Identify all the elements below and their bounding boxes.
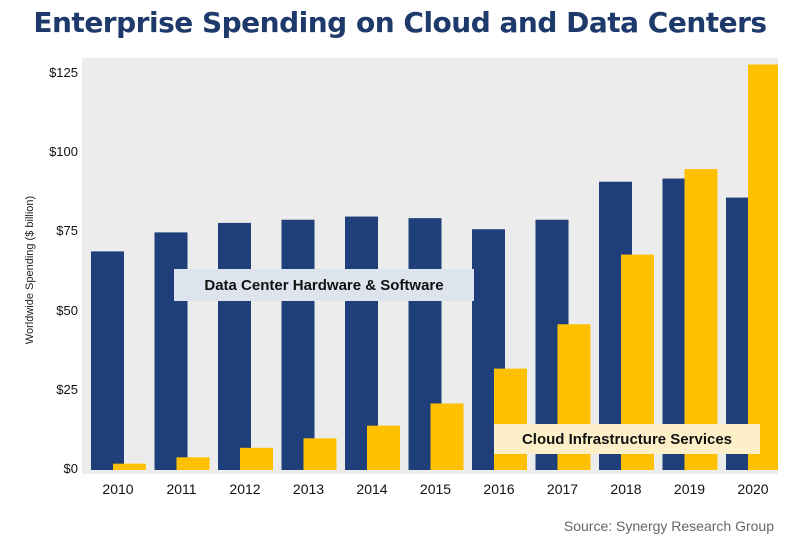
source-note: Source: Synergy Research Group xyxy=(563,518,774,534)
bar-datacenter-2010 xyxy=(91,251,124,470)
bar-cloud-2016 xyxy=(494,368,527,470)
bar-cloud-2019 xyxy=(684,169,718,470)
series-label-data-center: Data Center Hardware & Software xyxy=(174,269,474,301)
x-tick-label: 2018 xyxy=(610,481,642,497)
y-tick-label: $50 xyxy=(56,302,78,318)
bar-datacenter-2013 xyxy=(281,219,315,470)
bar-cloud-2013 xyxy=(303,438,337,470)
bar-cloud-2015 xyxy=(430,403,464,470)
bar-cloud-2014 xyxy=(367,425,400,470)
y-tick-label: $100 xyxy=(49,144,78,160)
y-tick-label: $125 xyxy=(49,65,78,80)
x-tick-label: 2014 xyxy=(356,481,388,497)
chart-title: Enterprise Spending on Cloud and Data Ce… xyxy=(33,6,767,39)
x-tick-label: 2019 xyxy=(673,481,706,497)
bar-chart xyxy=(91,64,778,470)
x-tick-label: 2017 xyxy=(546,481,579,497)
bar-cloud-2011 xyxy=(176,457,210,470)
bar-datacenter-2012 xyxy=(218,222,251,470)
plot-area xyxy=(82,58,778,474)
x-tick-label: 2015 xyxy=(419,481,452,497)
bar-cloud-2020 xyxy=(748,64,778,470)
x-tick-label: 2011 xyxy=(166,481,197,497)
bar-cloud-2012 xyxy=(240,447,273,470)
x-tick-label: 2010 xyxy=(102,481,134,497)
x-tick-label: 2020 xyxy=(737,481,769,497)
x-tick-label: 2012 xyxy=(229,481,261,497)
y-tick-label: $75 xyxy=(56,223,78,239)
y-tick-label: $25 xyxy=(56,381,78,397)
series-label-cloud: Cloud Infrastructure Services xyxy=(494,424,760,454)
bar-cloud-2010 xyxy=(113,463,146,470)
x-tick-label: 2013 xyxy=(292,481,325,497)
x-tick-label: 2016 xyxy=(483,481,515,497)
y-tick-label: $0 xyxy=(63,461,78,476)
y-axis-label: Worldwide Spending ($ billion) xyxy=(24,195,36,345)
